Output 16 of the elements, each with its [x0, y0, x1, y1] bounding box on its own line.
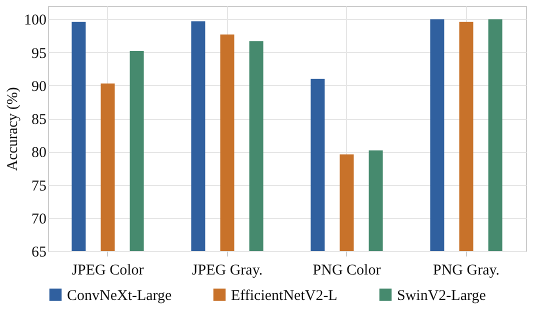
x-tick-label: PNG Color	[312, 262, 381, 278]
y-tick-label: 100	[24, 12, 46, 29]
y-tick-label: 65	[32, 244, 46, 260]
y-tick-label: 70	[32, 211, 46, 228]
x-tick-label: JPEG Color	[72, 262, 144, 278]
y-tick-label: 80	[32, 145, 46, 162]
y-tick-label: 95	[32, 46, 46, 62]
legend-label: SwinV2-Large	[397, 288, 486, 304]
x-tick-label: JPEG Gray.	[192, 262, 263, 278]
x-tick-label: PNG Gray.	[432, 262, 500, 278]
y-axis-title: Accuracy (%)	[5, 87, 21, 171]
y-tick-label: 75	[32, 178, 46, 194]
legend-label: EfficientNetV2-L	[231, 288, 338, 304]
legend-label: ConvNeXt-Large	[67, 288, 172, 304]
y-tick-label: 85	[32, 112, 46, 128]
y-tick-label: 90	[32, 78, 46, 95]
